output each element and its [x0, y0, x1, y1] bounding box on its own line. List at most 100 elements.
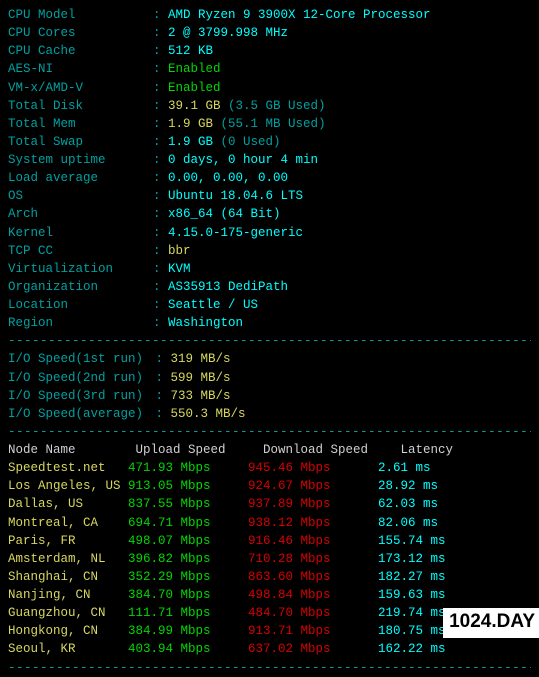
sys-value: AMD Ryzen 9 3900X 12-Core Processor: [168, 8, 431, 22]
speedtest-row: Amsterdam, NL396.82 Mbps710.28 Mbps173.1…: [8, 550, 531, 568]
sys-value: 0 days, 0 hour 4 min: [168, 153, 318, 167]
latency: 182.27 ms: [378, 568, 478, 586]
sys-row: CPU Cores: 2 @ 3799.998 MHz: [8, 24, 531, 42]
sys-label: OS: [8, 187, 153, 205]
upload-speed: 837.55 Mbps: [128, 495, 248, 513]
upload-speed: 913.05 Mbps: [128, 477, 248, 495]
speedtest-header: Node Name Upload Speed Download Speed La…: [8, 441, 531, 459]
sys-label: Region: [8, 314, 153, 332]
sys-label: CPU Model: [8, 6, 153, 24]
node-name: Montreal, CA: [8, 514, 128, 532]
upload-speed: 694.71 Mbps: [128, 514, 248, 532]
sys-label: Kernel: [8, 224, 153, 242]
node-name: Seoul, KR: [8, 640, 128, 658]
upload-speed: 111.71 Mbps: [128, 604, 248, 622]
sys-paren: (55.1 MB Used): [221, 117, 326, 131]
sys-value: AS35913 DediPath: [168, 280, 288, 294]
sys-row: AES-NI: Enabled: [8, 60, 531, 78]
divider: ----------------------------------------…: [8, 423, 531, 441]
sys-row: System uptime: 0 days, 0 hour 4 min: [8, 151, 531, 169]
speedtest-row: Speedtest.net471.93 Mbps945.46 Mbps2.61 …: [8, 459, 531, 477]
download-speed: 938.12 Mbps: [248, 514, 378, 532]
latency: 28.92 ms: [378, 477, 478, 495]
sys-value: 0.00, 0.00, 0.00: [168, 171, 288, 185]
sys-row: CPU Cache: 512 KB: [8, 42, 531, 60]
sys-value: 2 @ 3799.998 MHz: [168, 26, 288, 40]
upload-speed: 498.07 Mbps: [128, 532, 248, 550]
download-speed: 945.46 Mbps: [248, 459, 378, 477]
sys-value: Enabled: [168, 62, 221, 76]
speedtest-row: Montreal, CA694.71 Mbps938.12 Mbps82.06 …: [8, 514, 531, 532]
latency: 159.63 ms: [378, 586, 478, 604]
latency: 162.22 ms: [378, 640, 478, 658]
download-speed: 913.71 Mbps: [248, 622, 378, 640]
io-value: 599 MB/s: [171, 371, 231, 385]
sys-value: Ubuntu 18.04.6 LTS: [168, 189, 303, 203]
sys-value: bbr: [168, 244, 191, 258]
io-value: 550.3 MB/s: [171, 407, 246, 421]
sys-row: OS: Ubuntu 18.04.6 LTS: [8, 187, 531, 205]
node-name: Dallas, US: [8, 495, 128, 513]
sys-row: Arch: x86_64 (64 Bit): [8, 205, 531, 223]
sys-label: CPU Cache: [8, 42, 153, 60]
node-name: Speedtest.net: [8, 459, 128, 477]
speedtest-row: Seoul, KR403.94 Mbps637.02 Mbps162.22 ms: [8, 640, 531, 658]
sys-row: TCP CC: bbr: [8, 242, 531, 260]
speedtest-row: Los Angeles, US913.05 Mbps924.67 Mbps28.…: [8, 477, 531, 495]
sys-value: 1.9 GB: [168, 135, 213, 149]
upload-speed: 396.82 Mbps: [128, 550, 248, 568]
sys-label: Total Swap: [8, 133, 153, 151]
download-speed: 637.02 Mbps: [248, 640, 378, 658]
speedtest-row: Paris, FR498.07 Mbps916.46 Mbps155.74 ms: [8, 532, 531, 550]
download-speed: 710.28 Mbps: [248, 550, 378, 568]
download-speed: 916.46 Mbps: [248, 532, 378, 550]
download-speed: 924.67 Mbps: [248, 477, 378, 495]
speedtest-row: Shanghai, CN352.29 Mbps863.60 Mbps182.27…: [8, 568, 531, 586]
node-name: Nanjing, CN: [8, 586, 128, 604]
download-speed: 937.89 Mbps: [248, 495, 378, 513]
sys-label: AES-NI: [8, 60, 153, 78]
io-row: I/O Speed(2nd run) : 599 MB/s: [8, 369, 531, 387]
sys-row: Kernel: 4.15.0-175-generic: [8, 224, 531, 242]
upload-speed: 471.93 Mbps: [128, 459, 248, 477]
latency: 2.61 ms: [378, 459, 478, 477]
sys-label: CPU Cores: [8, 24, 153, 42]
io-row: I/O Speed(average) : 550.3 MB/s: [8, 405, 531, 423]
sys-row: Load average: 0.00, 0.00, 0.00: [8, 169, 531, 187]
latency: 82.06 ms: [378, 514, 478, 532]
sys-row: Region: Washington: [8, 314, 531, 332]
io-label: I/O Speed(1st run): [8, 350, 148, 368]
io-row: I/O Speed(1st run) : 319 MB/s: [8, 350, 531, 368]
sys-value: Enabled: [168, 81, 221, 95]
sys-label: Total Mem: [8, 115, 153, 133]
col-node: Node Name: [8, 441, 128, 459]
latency: 155.74 ms: [378, 532, 478, 550]
node-name: Guangzhou, CN: [8, 604, 128, 622]
io-label: I/O Speed(average): [8, 405, 148, 423]
sys-value: x86_64 (64 Bit): [168, 207, 281, 221]
sys-row: Virtualization: KVM: [8, 260, 531, 278]
sys-row: Location: Seattle / US: [8, 296, 531, 314]
sys-row: Total Swap: 1.9 GB (0 Used): [8, 133, 531, 151]
sys-label: Location: [8, 296, 153, 314]
download-speed: 863.60 Mbps: [248, 568, 378, 586]
sys-label: Arch: [8, 205, 153, 223]
system-info-block: CPU Model: AMD Ryzen 9 3900X 12-Core Pro…: [8, 6, 531, 332]
sys-value: 1.9 GB: [168, 117, 213, 131]
latency: 173.12 ms: [378, 550, 478, 568]
node-name: Shanghai, CN: [8, 568, 128, 586]
sys-value: KVM: [168, 262, 191, 276]
col-upload: Upload Speed: [136, 441, 256, 459]
sys-value: 512 KB: [168, 44, 213, 58]
upload-speed: 352.29 Mbps: [128, 568, 248, 586]
sys-row: CPU Model: AMD Ryzen 9 3900X 12-Core Pro…: [8, 6, 531, 24]
col-latency: Latency: [401, 441, 501, 459]
sys-row: Total Mem: 1.9 GB (55.1 MB Used): [8, 115, 531, 133]
sys-row: VM-x/AMD-V: Enabled: [8, 79, 531, 97]
sys-paren: (3.5 GB Used): [228, 99, 326, 113]
node-name: Los Angeles, US: [8, 477, 128, 495]
sys-label: Organization: [8, 278, 153, 296]
divider: ----------------------------------------…: [8, 659, 531, 677]
sys-paren: (0 Used): [221, 135, 281, 149]
sys-label: VM-x/AMD-V: [8, 79, 153, 97]
